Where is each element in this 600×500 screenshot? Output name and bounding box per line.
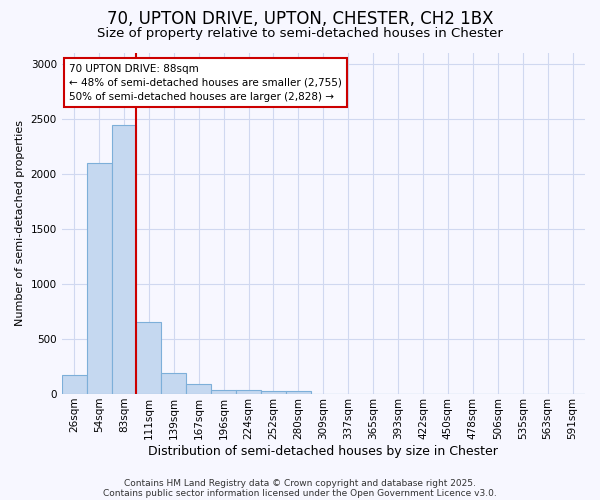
Text: Contains HM Land Registry data © Crown copyright and database right 2025.: Contains HM Land Registry data © Crown c… [124, 478, 476, 488]
Bar [112, 125, 136, 394]
Bar [62, 375, 86, 394]
Bar [186, 384, 211, 394]
Bar [161, 372, 186, 394]
Text: Contains public sector information licensed under the Open Government Licence v3: Contains public sector information licen… [103, 488, 497, 498]
Text: Size of property relative to semi-detached houses in Chester: Size of property relative to semi-detach… [97, 28, 503, 40]
Bar [261, 390, 286, 394]
Bar [286, 390, 311, 394]
X-axis label: Distribution of semi-detached houses by size in Chester: Distribution of semi-detached houses by … [148, 444, 498, 458]
Text: 70 UPTON DRIVE: 88sqm
← 48% of semi-detached houses are smaller (2,755)
50% of s: 70 UPTON DRIVE: 88sqm ← 48% of semi-deta… [69, 64, 342, 102]
Bar [86, 162, 112, 394]
Text: 70, UPTON DRIVE, UPTON, CHESTER, CH2 1BX: 70, UPTON DRIVE, UPTON, CHESTER, CH2 1BX [107, 10, 493, 28]
Bar [136, 322, 161, 394]
Bar [211, 390, 236, 394]
Bar [236, 390, 261, 394]
Y-axis label: Number of semi-detached properties: Number of semi-detached properties [15, 120, 25, 326]
